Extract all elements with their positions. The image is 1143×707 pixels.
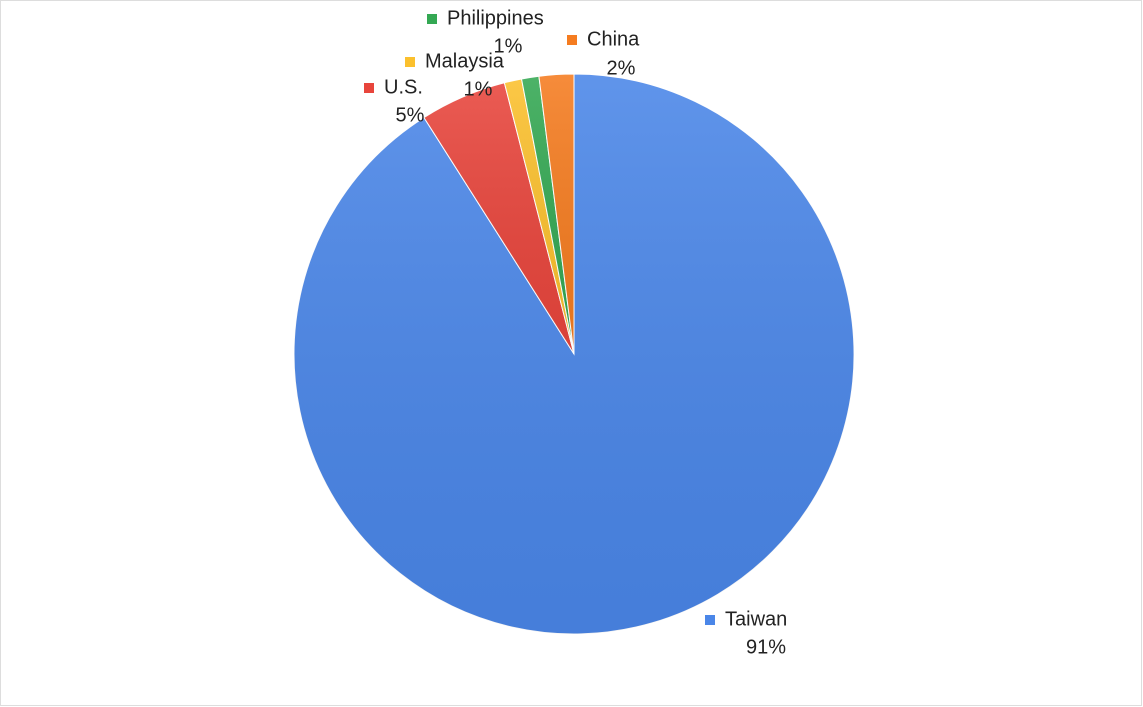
slice-label: China bbox=[587, 28, 640, 50]
slice-percent: 91% bbox=[746, 636, 786, 658]
slice-percent: 5% bbox=[396, 104, 425, 126]
legend-swatch bbox=[405, 57, 415, 67]
slice-percent: 1% bbox=[464, 78, 493, 100]
slice-label: Philippines bbox=[447, 7, 544, 29]
slice-percent: 1% bbox=[494, 35, 523, 57]
legend-swatch bbox=[364, 83, 374, 93]
legend-swatch bbox=[567, 35, 577, 45]
slice-label: Taiwan bbox=[725, 608, 787, 630]
legend-swatch bbox=[427, 14, 437, 24]
slice-label: U.S. bbox=[384, 76, 423, 98]
slice-label: Malaysia bbox=[425, 50, 505, 72]
legend-swatch bbox=[705, 615, 715, 625]
slice-percent: 2% bbox=[607, 57, 636, 79]
